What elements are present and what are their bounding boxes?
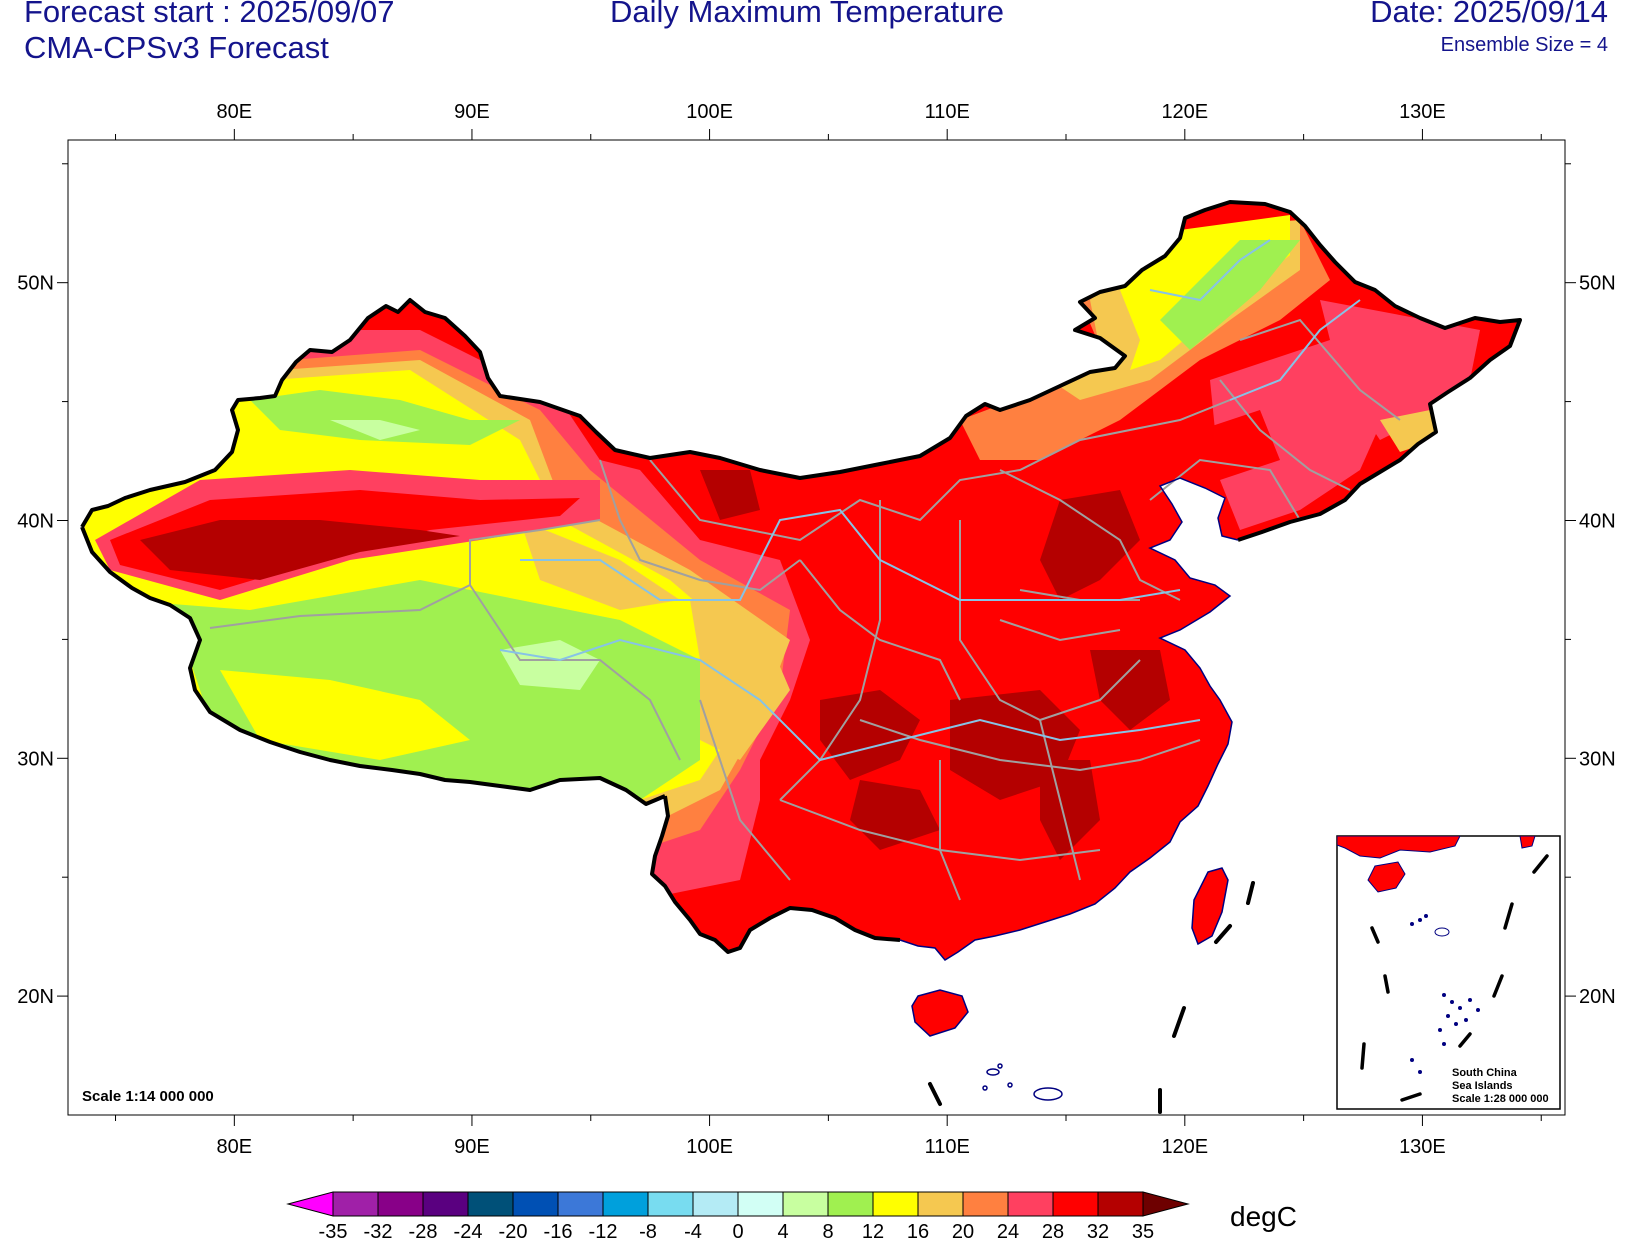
legend-level-label: 0 [732, 1221, 743, 1241]
legend-level-label: 24 [997, 1221, 1019, 1241]
legend-level-label: -32 [364, 1221, 393, 1241]
legend-level-label: 20 [952, 1221, 974, 1241]
valid-date-label: Date: 2025/09/14 [1370, 0, 1608, 29]
right-lat-label: 50N [1579, 273, 1616, 295]
legend-level-label: -20 [499, 1221, 528, 1241]
top-lon-label: 90E [454, 101, 490, 123]
inset-label-3: Scale 1:28 000 000 [1452, 1093, 1549, 1105]
legend-level-label: -8 [639, 1221, 657, 1241]
right-lat-label: 30N [1579, 748, 1616, 770]
map-title: Daily Maximum Temperature [610, 0, 1004, 29]
bottom-lon-label: 120E [1161, 1136, 1208, 1158]
legend-level-label: -4 [684, 1221, 702, 1241]
legend-level-label: -28 [409, 1221, 438, 1241]
hainan-island [911, 989, 969, 1037]
top-lon-label: 80E [217, 101, 253, 123]
color-legend: -35 -32 -28 -24 -20 -16 -12 -8 -4 0 4 8 12 16 20 24 28 32… [286, 1191, 1190, 1241]
legend-swatch [737, 1191, 784, 1217]
legend-unit: degC [1230, 1201, 1297, 1232]
taiwan-island [1191, 867, 1229, 946]
dash-line [928, 881, 1255, 1114]
top-lon-label: 130E [1399, 101, 1446, 123]
legend-swatch [467, 1191, 514, 1217]
legend-level-label: 12 [862, 1221, 884, 1241]
legend-level-label: 32 [1087, 1221, 1109, 1241]
inset-label-2: Sea Islands [1452, 1080, 1513, 1092]
legend-swatch [647, 1191, 694, 1217]
legend-level-label: 16 [907, 1221, 929, 1241]
bottom-lon-label: 90E [454, 1136, 490, 1158]
left-lat-label: 20N [17, 986, 54, 1008]
legend-level-label: 8 [822, 1221, 833, 1241]
legend-level-label: 35 [1132, 1221, 1154, 1241]
legend-level-label: -24 [454, 1221, 483, 1241]
bottom-lon-label: 130E [1399, 1136, 1446, 1158]
map-axes: 80E 80E 90E 90E 100E 100E 110E 110E 120E 120E 130E… [17, 101, 1615, 1158]
legend-swatch [827, 1191, 874, 1217]
top-lon-label: 100E [686, 101, 733, 123]
legend-swatch [692, 1191, 739, 1217]
forecast-start-label: Forecast start : 2025/09/07 [24, 0, 395, 29]
left-lat-label: 40N [17, 510, 54, 532]
right-lat-label: 40N [1579, 510, 1616, 532]
right-lat-label: 20N [1579, 986, 1616, 1008]
legend-swatch [872, 1191, 919, 1217]
legend-swatch [1097, 1191, 1144, 1217]
legend-swatch [557, 1191, 604, 1217]
inset-map: South China Sea Islands Scale 1:28 000 0… [1336, 835, 1561, 1110]
left-lat-label: 50N [17, 273, 54, 295]
legend-swatch [512, 1191, 559, 1217]
legend-swatch [782, 1191, 829, 1217]
legend-level-label: -16 [544, 1221, 573, 1241]
bottom-lon-label: 80E [217, 1136, 253, 1158]
model-name-label: CMA-CPSv3 Forecast [24, 30, 329, 65]
top-lon-label: 120E [1161, 101, 1208, 123]
legend-swatch [917, 1191, 964, 1217]
legend-level-label: -12 [589, 1221, 618, 1241]
legend-swatch [332, 1191, 379, 1217]
legend-swatch [286, 1191, 334, 1217]
coastline [899, 477, 1239, 961]
left-lat-label: 30N [17, 748, 54, 770]
legend-level-label: 28 [1042, 1221, 1064, 1241]
legend-level-label: 4 [777, 1221, 788, 1241]
legend-level-label: -35 [319, 1221, 348, 1241]
rivers [499, 239, 1361, 762]
province-boundaries [209, 318, 1401, 901]
legend-swatch [377, 1191, 424, 1217]
ensemble-size-label: Ensemble Size = 4 [1440, 34, 1608, 56]
inset-label-1: South China [1452, 1067, 1518, 1079]
legend-swatch [1142, 1191, 1190, 1217]
top-lon-label: 110E [925, 101, 970, 123]
south-sea-islands [982, 1063, 1063, 1101]
scale-label: Scale 1:14 000 000 [82, 1088, 214, 1105]
legend-swatch [422, 1191, 469, 1217]
national-boundary [80, 200, 1522, 954]
bottom-lon-label: 100E [686, 1136, 733, 1158]
legend-swatch [1007, 1191, 1054, 1217]
legend-swatch [1052, 1191, 1099, 1217]
legend-swatch [602, 1191, 649, 1217]
bottom-lon-label: 110E [925, 1136, 970, 1158]
legend-swatch [962, 1191, 1009, 1217]
